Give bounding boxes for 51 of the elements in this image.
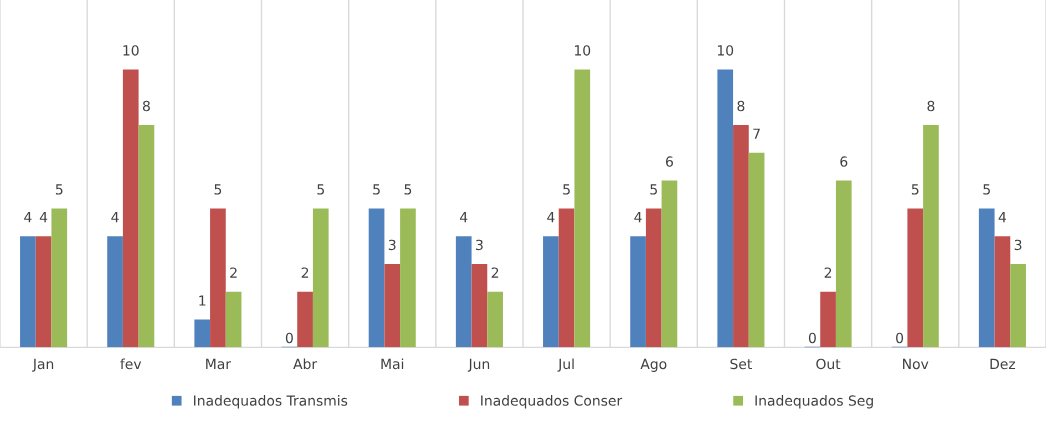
x-tick-label: Dez [990, 358, 1016, 370]
data-label: 2 [301, 267, 309, 278]
x-tick-label: Jan [32, 358, 54, 372]
data-label: 4 [998, 212, 1007, 223]
x-tick-label: Jun [467, 358, 490, 372]
data-label: 6 [840, 156, 848, 167]
data-label: 10 [574, 45, 591, 56]
data-label: 6 [665, 156, 673, 167]
data-label: 4 [111, 212, 119, 223]
data-label: 5 [55, 184, 63, 195]
data-label: 2 [824, 267, 832, 278]
x-tick-label: Set [730, 358, 752, 370]
data-label: 4 [24, 212, 32, 223]
data-label: 4 [39, 212, 48, 223]
data-label: 8 [927, 100, 935, 112]
legend-label: Inadequados Transmis [194, 395, 348, 409]
data-label: 3 [388, 239, 396, 251]
x-tick-label: fev [120, 358, 142, 370]
x-tick-label: Out [816, 358, 841, 370]
data-label: 5 [911, 184, 919, 195]
legend-label: Inadequados Seg [755, 395, 873, 409]
data-label: 5 [650, 184, 657, 195]
data-label: 2 [230, 267, 237, 278]
data-label: 3 [1014, 239, 1022, 251]
data-label: 4 [547, 212, 555, 223]
x-tick-label: Mai [381, 358, 404, 370]
x-tick-label: Nov [903, 358, 929, 370]
x-tick-label: Mar [206, 358, 232, 370]
data-label: 0 [808, 332, 816, 344]
data-label: 0 [285, 332, 293, 344]
data-label: 0 [896, 332, 904, 344]
data-label: 5 [563, 184, 570, 195]
data-label: 2 [491, 267, 499, 278]
data-label: 10 [717, 45, 734, 56]
data-label: 3 [476, 239, 483, 251]
x-tick-label: Ago [640, 358, 667, 372]
x-tick-label: Jul [557, 358, 574, 372]
data-label: 8 [737, 100, 745, 112]
data-label: 8 [142, 100, 150, 112]
data-label: 5 [983, 184, 990, 195]
data-label: 5 [214, 184, 222, 195]
data-label: 5 [317, 184, 324, 195]
x-tick-label: Abr [293, 358, 318, 370]
legend-label: Inadequados Conser [481, 395, 623, 409]
data-label: 4 [459, 212, 468, 223]
data-label: 1 [199, 295, 206, 306]
data-label: 10 [123, 45, 139, 56]
data-label: 5 [404, 184, 412, 195]
data-label: 5 [373, 184, 380, 195]
data-label: 7 [753, 128, 760, 139]
data-label: 4 [634, 212, 642, 223]
